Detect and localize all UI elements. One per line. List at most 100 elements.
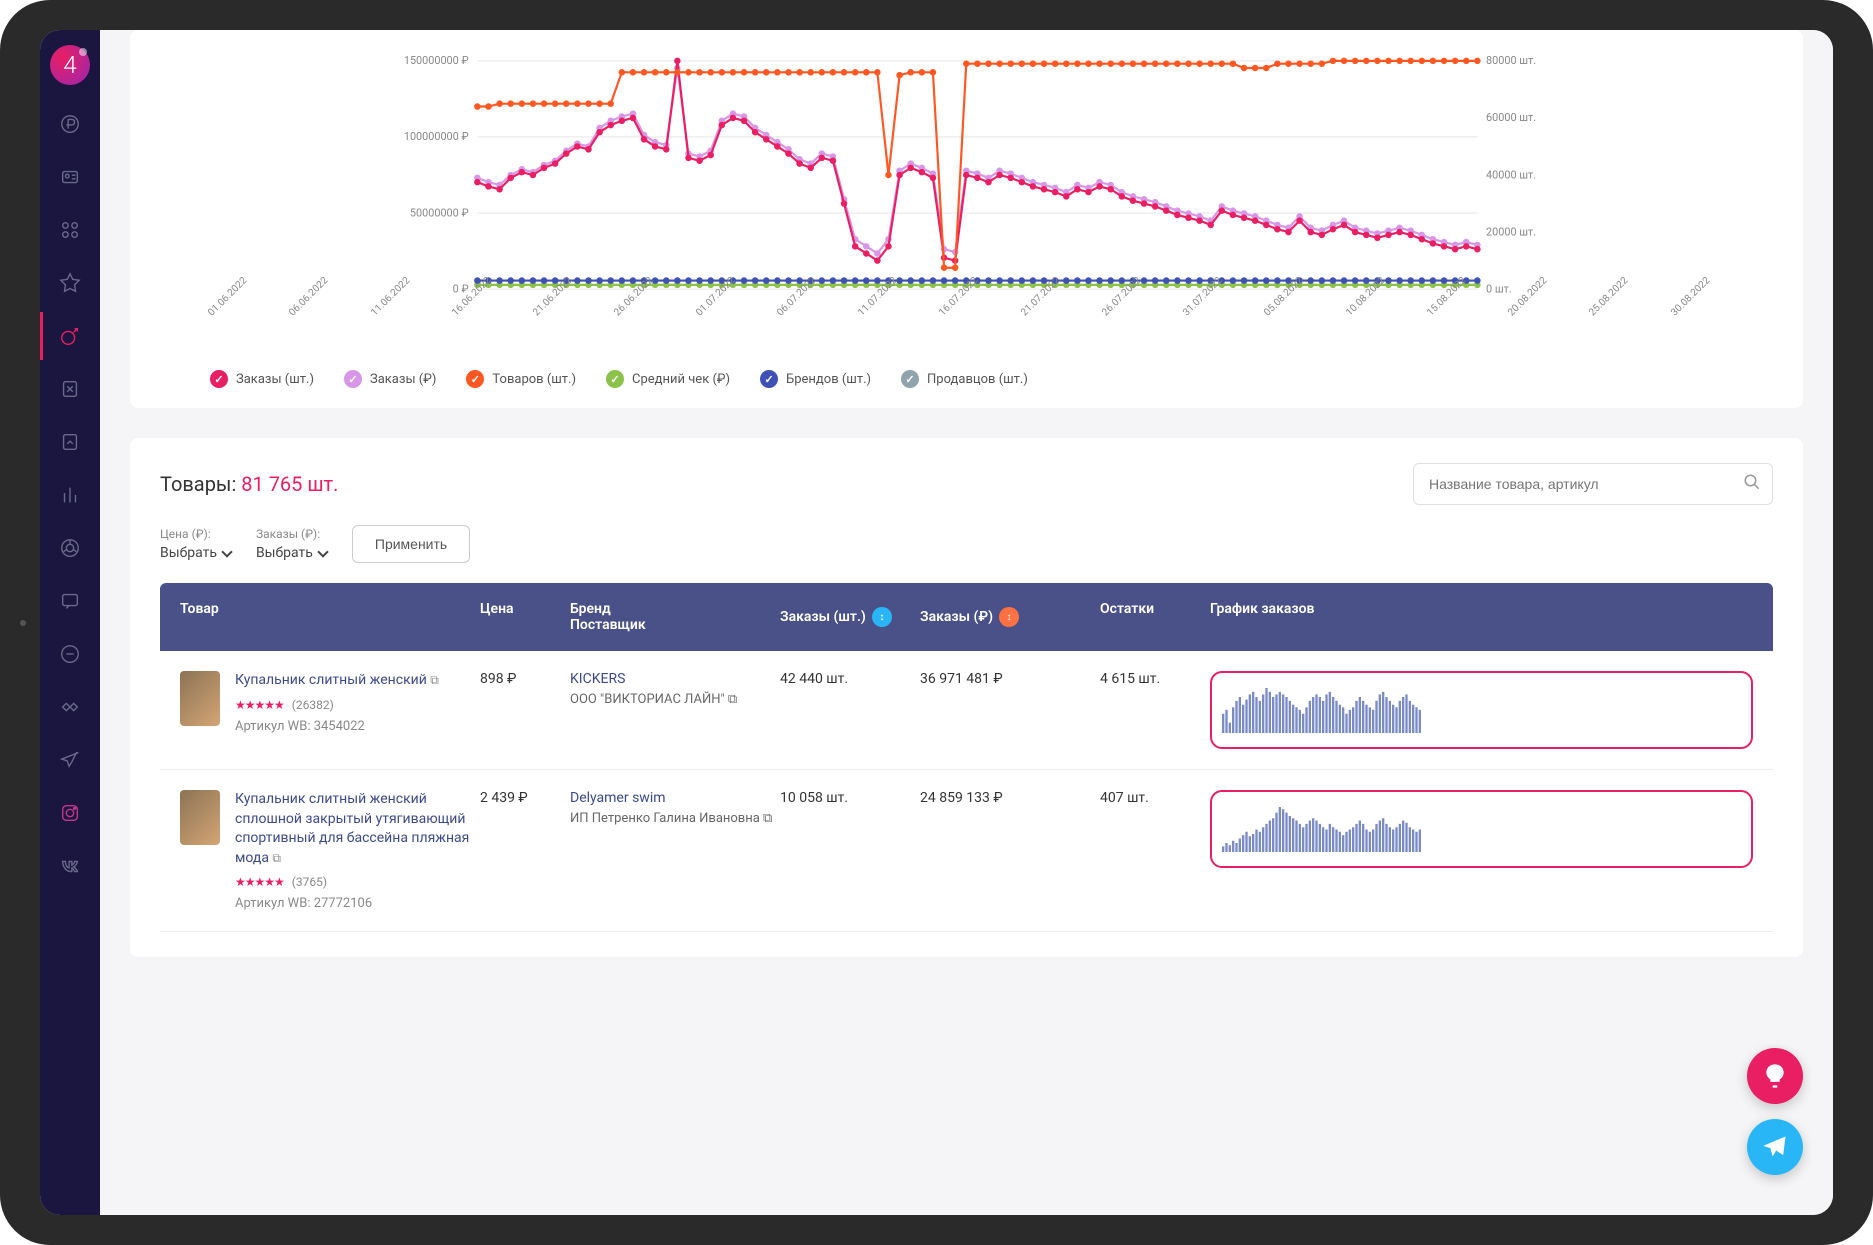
legend-label: Брендов (шт.) xyxy=(786,372,871,387)
svg-text:100000000 ₽: 100000000 ₽ xyxy=(404,130,469,143)
col-spark-header: График заказов xyxy=(1210,601,1753,633)
products-header: Товары: 81 765 шт. xyxy=(160,463,1773,505)
legend-item[interactable]: Товаров (шт.) xyxy=(466,370,576,388)
reviews-count: (3765) xyxy=(292,875,327,889)
col-stock-header[interactable]: Остатки xyxy=(1100,601,1210,633)
cell-orders-qty: 42 440 шт. xyxy=(780,671,920,687)
legend-item[interactable]: Заказы (₽) xyxy=(344,370,436,388)
bars-icon[interactable] xyxy=(56,481,84,509)
chat-icon[interactable] xyxy=(56,587,84,615)
analytics-icon[interactable] xyxy=(56,322,84,350)
telegram-fab[interactable] xyxy=(1747,1119,1803,1175)
price-filter-select[interactable]: Выбрать xyxy=(160,545,231,561)
legend-dot xyxy=(210,370,228,388)
legend-label: Средний чек (₽) xyxy=(632,372,730,387)
app-screen: 4 0 ₽50000000 ₽100000000 ₽150000000 ₽0 ш… xyxy=(40,30,1833,1215)
price-filter: Цена (₽): Выбрать xyxy=(160,527,231,561)
cell-orders-rub: 24 859 133 ₽ xyxy=(920,790,1100,806)
rating-stars: ★★★★★ xyxy=(235,875,284,889)
star-icon[interactable] xyxy=(56,269,84,297)
table-row[interactable]: Купальник слитный женский ⧉ ★★★★★(26382)… xyxy=(160,651,1773,770)
report-icon[interactable] xyxy=(56,428,84,456)
legend-label: Товаров (шт.) xyxy=(492,372,576,387)
chart-legend: Заказы (шт.) Заказы (₽) Товаров (шт.) Средн… xyxy=(160,370,1773,388)
svg-text:150000000 ₽: 150000000 ₽ xyxy=(404,54,469,67)
apps-icon[interactable] xyxy=(56,216,84,244)
search-input[interactable] xyxy=(1413,463,1773,505)
col-product-header[interactable]: Товар xyxy=(180,601,480,633)
legend-dot xyxy=(901,370,919,388)
svg-text:20000 шт.: 20000 шт. xyxy=(1486,225,1536,238)
orders-filter-select[interactable]: Выбрать xyxy=(256,545,327,561)
svg-text:80000 шт.: 80000 шт. xyxy=(1486,54,1536,67)
product-name[interactable]: Купальник слитный женский ⧉ xyxy=(235,671,480,691)
external-link-icon[interactable]: ⧉ xyxy=(728,692,737,707)
cell-supplier[interactable]: ООО "ВИКТОРИАС ЛАЙН" ⧉ xyxy=(570,691,780,709)
table-body: Купальник слитный женский ⧉ ★★★★★(26382)… xyxy=(160,651,1773,932)
product-name[interactable]: Купальник слитный женский сплошной закры… xyxy=(235,790,480,868)
external-link-icon[interactable]: ⧉ xyxy=(430,673,439,687)
cell-brand[interactable]: Delyamer swim xyxy=(570,790,780,806)
message-icon[interactable] xyxy=(56,640,84,668)
fab-group xyxy=(1747,1048,1803,1175)
sort-badge-rub[interactable]: ↕ xyxy=(999,607,1019,627)
svg-text:60000 шт.: 60000 шт. xyxy=(1486,111,1536,124)
search-icon[interactable] xyxy=(1743,473,1761,495)
telegram-nav-icon[interactable] xyxy=(56,746,84,774)
cell-stock: 4 615 шт. xyxy=(1100,671,1210,687)
vk-icon[interactable] xyxy=(56,852,84,880)
chart-panel: 0 ₽50000000 ₽100000000 ₽150000000 ₽0 шт.… xyxy=(130,30,1803,408)
chart-area: 0 ₽50000000 ₽100000000 ₽150000000 ₽0 шт.… xyxy=(160,50,1773,330)
products-panel: Товары: 81 765 шт. Цена (₽): Выбрать Зак… xyxy=(130,438,1803,957)
table-row[interactable]: Купальник слитный женский сплошной закры… xyxy=(160,770,1773,932)
ruble-icon[interactable] xyxy=(56,110,84,138)
legend-item[interactable]: Продавцов (шт.) xyxy=(901,370,1028,388)
chevron-down-icon xyxy=(317,546,328,557)
legend-label: Заказы (шт.) xyxy=(236,372,314,387)
apply-button[interactable]: Применить xyxy=(352,525,470,563)
sparkline-chart xyxy=(1222,683,1422,733)
xls-icon[interactable] xyxy=(56,375,84,403)
id-icon[interactable] xyxy=(56,163,84,191)
price-filter-label: Цена (₽): xyxy=(160,527,231,541)
sparkline-chart xyxy=(1222,802,1422,852)
idea-fab[interactable] xyxy=(1747,1048,1803,1104)
product-sku: Артикул WB: 27772106 xyxy=(235,896,480,911)
tablet-frame: 4 0 ₽50000000 ₽100000000 ₽150000000 ₽0 ш… xyxy=(0,0,1873,1245)
sort-badge-qty[interactable]: ↕ xyxy=(872,607,892,627)
chrome-icon[interactable] xyxy=(56,534,84,562)
col-orders-rub-header[interactable]: Заказы (₽) ↕ xyxy=(920,601,1100,633)
legend-item[interactable]: Средний чек (₽) xyxy=(606,370,730,388)
rating-stars: ★★★★★ xyxy=(235,698,284,712)
legend-item[interactable]: Брендов (шт.) xyxy=(760,370,871,388)
product-sku: Артикул WB: 3454022 xyxy=(235,719,480,734)
svg-text:0 шт.: 0 шт. xyxy=(1486,282,1512,295)
col-orders-qty-header[interactable]: Заказы (шт.) ↕ xyxy=(780,601,920,633)
cell-stock: 407 шт. xyxy=(1100,790,1210,806)
svg-text:40000 шт.: 40000 шт. xyxy=(1486,168,1536,181)
col-price-header[interactable]: Цена xyxy=(480,601,570,633)
products-title-prefix: Товары: xyxy=(160,472,241,496)
svg-text:50000000 ₽: 50000000 ₽ xyxy=(410,206,469,219)
product-thumbnail[interactable] xyxy=(180,671,220,726)
chevron-down-icon xyxy=(221,546,232,557)
external-link-icon[interactable]: ⧉ xyxy=(272,851,281,865)
product-thumbnail[interactable] xyxy=(180,790,220,845)
cell-supplier[interactable]: ИП Петренко Галина Ивановна ⧉ xyxy=(570,810,780,828)
cell-sparkline xyxy=(1210,671,1753,749)
table-header: Товар Цена Бренд Поставщик Заказы (шт.) … xyxy=(160,583,1773,651)
cell-brand[interactable]: KICKERS xyxy=(570,671,780,687)
handshake-icon[interactable] xyxy=(56,693,84,721)
cell-price: 898 ₽ xyxy=(480,671,570,687)
app-logo[interactable]: 4 xyxy=(50,45,90,85)
main-chart: 0 ₽50000000 ₽100000000 ₽150000000 ₽0 шт.… xyxy=(160,50,1773,300)
col-brand-header[interactable]: Бренд Поставщик xyxy=(570,601,780,633)
legend-dot xyxy=(760,370,778,388)
products-count: 81 765 шт. xyxy=(241,472,338,496)
external-link-icon[interactable]: ⧉ xyxy=(763,811,772,826)
legend-dot xyxy=(606,370,624,388)
instagram-icon[interactable] xyxy=(56,799,84,827)
cell-sparkline xyxy=(1210,790,1753,868)
main-content: 0 ₽50000000 ₽100000000 ₽150000000 ₽0 шт.… xyxy=(100,30,1833,1215)
legend-item[interactable]: Заказы (шт.) xyxy=(210,370,314,388)
